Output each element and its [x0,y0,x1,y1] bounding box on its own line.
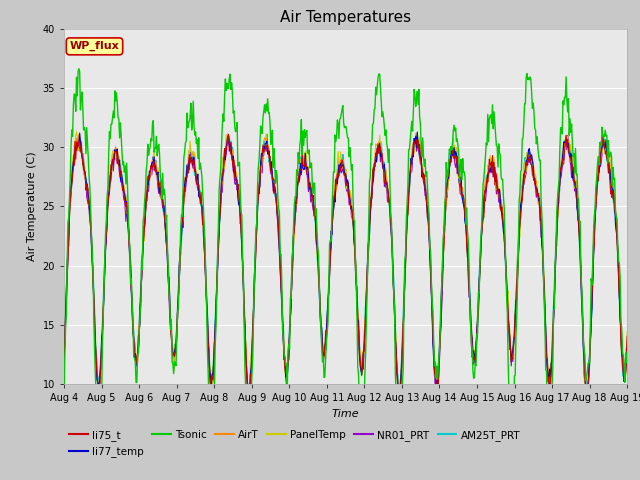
AirT [60,358,68,363]
Tsonic [186,114,194,120]
X-axis label: Time: Time [332,408,360,419]
Tsonic [129,316,137,322]
AirT [216,214,224,220]
PanelTemp [623,328,631,334]
li77_temp [623,345,631,351]
Tsonic [216,176,224,181]
AM25T_PRT [215,224,223,229]
li77_temp [432,384,440,389]
Text: WP_flux: WP_flux [70,41,120,51]
Line: PanelTemp: PanelTemp [64,132,627,400]
AirT [70,157,78,163]
AM25T_PRT [623,339,631,345]
PanelTemp [216,212,224,218]
Line: NR01_PRT: NR01_PRT [64,136,627,400]
NR01_PRT [564,133,572,139]
li75_t [128,305,136,311]
Title: Air Temperatures: Air Temperatures [280,10,411,25]
NR01_PRT [623,342,631,348]
Tsonic [60,396,68,402]
Line: li75_t: li75_t [64,134,627,398]
AirT [245,393,253,399]
AirT [129,320,137,325]
NR01_PRT [60,357,68,362]
AirT [186,154,194,159]
li75_t [431,369,438,375]
li77_temp [245,397,253,403]
li77_temp [60,355,68,360]
AM25T_PRT [60,352,68,358]
Line: li77_temp: li77_temp [64,132,627,400]
Line: Tsonic: Tsonic [64,69,627,455]
Tsonic [75,66,83,72]
AM25T_PRT [128,301,136,307]
PanelTemp [416,134,424,140]
AM25T_PRT [432,383,440,388]
PanelTemp [70,143,78,148]
Tsonic [431,359,439,365]
Legend: li75_t, li77_temp, Tsonic, AirT, PanelTemp, NR01_PRT, AM25T_PRT: li75_t, li77_temp, Tsonic, AirT, PanelTe… [69,430,520,457]
PanelTemp [129,323,137,328]
AM25T_PRT [263,132,271,137]
li77_temp [413,129,421,135]
NR01_PRT [582,397,590,403]
NR01_PRT [215,234,223,240]
AM25T_PRT [416,154,424,159]
Tsonic [623,349,631,355]
PanelTemp [432,378,440,384]
li77_temp [186,155,193,161]
li77_temp [70,152,78,157]
li75_t [70,161,78,167]
AM25T_PRT [70,155,78,160]
li75_t [215,224,223,230]
Tsonic [70,91,78,97]
PanelTemp [245,397,253,403]
NR01_PRT [431,368,438,373]
Tsonic [545,452,553,458]
li75_t [599,132,607,137]
li75_t [60,359,68,364]
AirT [75,132,83,137]
li77_temp [215,227,223,233]
li75_t [414,138,422,144]
li75_t [186,152,193,157]
AirT [623,337,631,343]
PanelTemp [186,138,194,144]
AirT [432,385,440,391]
AM25T_PRT [186,154,193,160]
Tsonic [415,86,422,92]
PanelTemp [60,357,68,363]
li75_t [584,396,591,401]
NR01_PRT [414,144,422,150]
li75_t [623,334,631,339]
li77_temp [128,297,136,303]
li77_temp [416,148,424,154]
Y-axis label: Air Temperature (C): Air Temperature (C) [27,152,37,261]
AM25T_PRT [245,394,253,400]
NR01_PRT [128,309,136,315]
Line: AirT: AirT [64,134,627,396]
PanelTemp [73,129,81,134]
AirT [416,143,424,148]
NR01_PRT [70,163,78,168]
Line: AM25T_PRT: AM25T_PRT [64,134,627,397]
NR01_PRT [186,167,193,172]
